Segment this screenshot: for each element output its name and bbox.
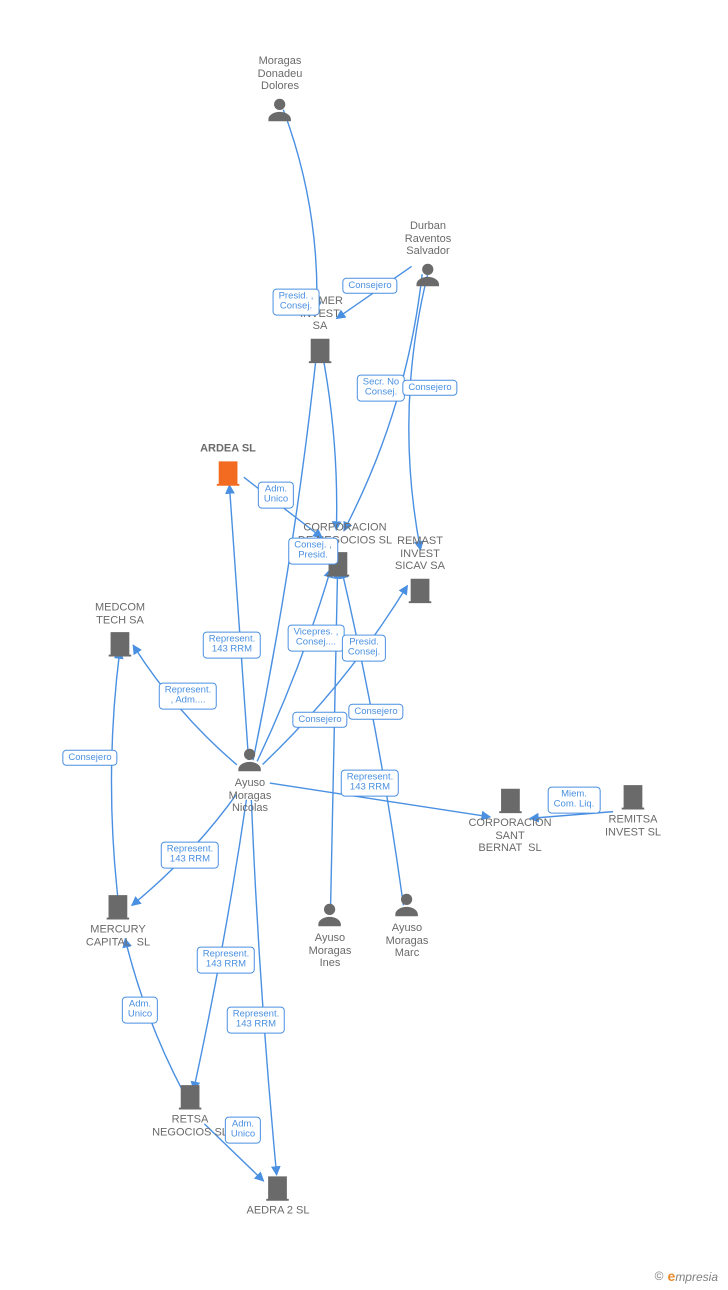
person-icon: [392, 890, 422, 920]
node-label: Durban Raventos Salvador: [405, 220, 451, 258]
building-icon: [105, 629, 135, 659]
copyright-symbol: ©: [655, 1269, 664, 1283]
person-icon: [265, 95, 295, 125]
building-icon: [213, 457, 243, 487]
node-label: Ayuso Moragas Nicolas: [229, 777, 272, 815]
edge: [111, 650, 119, 900]
node-label: CORPORACION SANT BERNAT SL: [468, 817, 551, 855]
node-aedra[interactable]: AEDRA 2 SL: [247, 1173, 310, 1218]
edge-label: Miem. Com. Liq.: [548, 787, 601, 814]
edge-label: Represent. 143 RRM: [203, 632, 261, 659]
node-remitsa[interactable]: REMITSA INVEST SL: [605, 781, 661, 838]
node-ayuso_ines[interactable]: Ayuso Moragas Ines: [309, 900, 352, 970]
building-icon: [103, 891, 133, 921]
node-corp_sant[interactable]: CORPORACION SANT BERNAT SL: [468, 785, 551, 855]
node-label: MERCURY CAPITAL SL: [86, 923, 150, 948]
node-durban_raventos[interactable]: Durban Raventos Salvador: [405, 220, 451, 290]
edge-label: Represent. 143 RRM: [227, 1007, 285, 1034]
node-label: REMITSA INVEST SL: [605, 813, 661, 838]
person-icon: [413, 260, 443, 290]
edge-label: Consejero: [402, 380, 457, 396]
edge-label: Presid. , Consej.: [273, 289, 320, 316]
edge: [322, 350, 337, 530]
edge-label: Represent. 143 RRM: [197, 947, 255, 974]
node-remast[interactable]: REMAST INVEST SICAV SA: [395, 535, 445, 605]
edge-label: Consejero: [62, 750, 117, 766]
edge: [330, 570, 337, 915]
edge-label: Consej. , Presid.: [288, 538, 338, 565]
footer-copyright: © empresia: [655, 1268, 718, 1284]
edge-label: Secr. No Consej.: [357, 375, 405, 402]
building-icon: [175, 1081, 205, 1111]
node-label: MEDCOM TECH SA: [95, 601, 145, 626]
brand-rest: mpresia: [675, 1270, 718, 1284]
edge: [342, 570, 404, 906]
node-label: RETSA NEGOCIOS SL: [152, 1113, 228, 1138]
edge-label: Consejero: [292, 712, 347, 728]
edge: [409, 275, 428, 550]
node-label: Ayuso Moragas Ines: [309, 932, 352, 970]
edge-label: Consejero: [348, 704, 403, 720]
building-icon: [495, 785, 525, 815]
edge-label: Represent. 143 RRM: [341, 770, 399, 797]
building-icon: [405, 575, 435, 605]
building-icon: [263, 1173, 293, 1203]
edge: [263, 586, 408, 765]
edge: [257, 569, 331, 762]
node-label: ARDEA SL: [200, 443, 256, 456]
node-ayuso_marc[interactable]: Ayuso Moragas Marc: [386, 890, 429, 960]
person-icon: [315, 900, 345, 930]
edge: [229, 485, 248, 760]
building-icon: [305, 335, 335, 365]
person-icon: [235, 745, 265, 775]
building-icon: [618, 781, 648, 811]
edge-label: Consejero: [342, 278, 397, 294]
edge-label: Represent. 143 RRM: [161, 842, 219, 869]
edge-label: Represent. , Adm....: [159, 683, 217, 710]
node-moragas_donadeu[interactable]: Moragas Donadeu Dolores: [258, 55, 303, 125]
edge-label: Vicepres. , Consej....: [288, 625, 345, 652]
edge: [283, 110, 317, 311]
node-label: Moragas Donadeu Dolores: [258, 55, 303, 93]
edge-label: Presid. Consej.: [342, 635, 386, 662]
node-retsa[interactable]: RETSA NEGOCIOS SL: [152, 1081, 228, 1138]
edge-label: Adm. Unico: [225, 1117, 261, 1144]
node-ardea[interactable]: ARDEA SL: [200, 443, 256, 488]
node-mercury[interactable]: MERCURY CAPITAL SL: [86, 891, 150, 948]
node-ayuso_nicolas[interactable]: Ayuso Moragas Nicolas: [229, 745, 272, 815]
node-medcom[interactable]: MEDCOM TECH SA: [95, 601, 145, 658]
edge: [344, 274, 422, 531]
edge-label: Adm. Unico: [258, 482, 294, 509]
node-label: AEDRA 2 SL: [247, 1205, 310, 1218]
node-label: REMAST INVEST SICAV SA: [395, 535, 445, 573]
edge-label: Adm. Unico: [122, 997, 158, 1024]
node-label: Ayuso Moragas Marc: [386, 922, 429, 960]
